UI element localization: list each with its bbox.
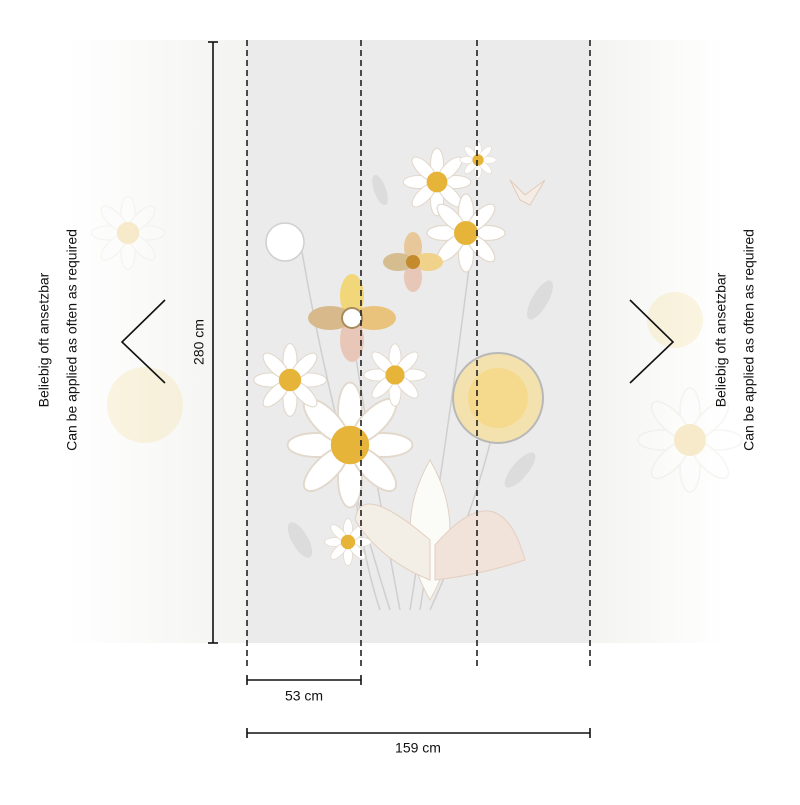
- height-dimension: 280 cm: [191, 41, 218, 644]
- height-label: 280 cm: [191, 319, 207, 365]
- total-width-label: 159 cm: [395, 740, 441, 756]
- flower-bouquet: [252, 141, 553, 611]
- faded-panel-right: [590, 40, 725, 643]
- chevron-right: [629, 299, 675, 384]
- faded-flowers: [90, 195, 743, 493]
- side-note-line: Beliebig oft ansetzbar: [713, 272, 729, 407]
- faded-panel-left: [65, 40, 247, 643]
- chevron-left: [120, 299, 166, 384]
- total-width-dimension: 159 cm: [246, 728, 591, 756]
- strip-boundaries: [246, 40, 591, 668]
- strip-width-label: 53 cm: [285, 688, 323, 704]
- side-note-left: Beliebig oft ansetzbar Can be applied as…: [36, 229, 80, 451]
- side-note-line: Can be applied as often as required: [64, 229, 80, 451]
- side-note-line: Beliebig oft ansetzbar: [36, 272, 52, 407]
- side-note-line: Can be applied as often as required: [741, 229, 757, 451]
- strip-width-dimension: 53 cm: [246, 675, 362, 704]
- side-note-right: Beliebig oft ansetzbar Can be applied as…: [713, 229, 757, 451]
